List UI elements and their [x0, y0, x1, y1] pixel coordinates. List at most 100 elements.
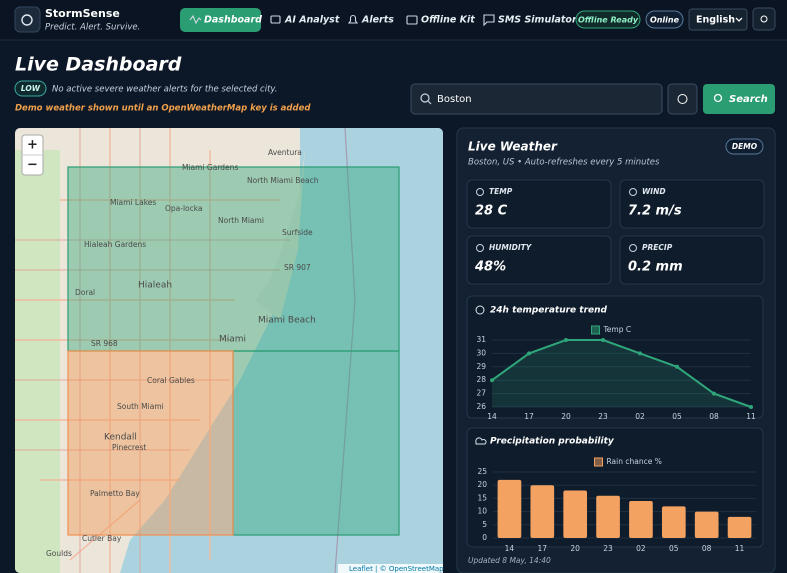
x-tick-label: 17 — [524, 412, 534, 421]
bar — [694, 511, 719, 538]
search-label[interactable]: Search — [729, 94, 768, 105]
search-input[interactable] — [410, 83, 663, 115]
x-tick-label: 14 — [487, 412, 497, 421]
point — [601, 338, 605, 342]
metric-label: HUMIDITY — [489, 243, 533, 252]
y-tick-label: 26 — [476, 402, 486, 411]
chart-card — [466, 295, 764, 419]
metric-label: WIND — [642, 187, 666, 196]
y-tick-label: 5 — [482, 520, 487, 529]
legend-label: Temp C — [603, 325, 632, 334]
area — [492, 340, 751, 407]
chart-title: Precipitation probability — [490, 437, 615, 447]
map-island — [255, 150, 305, 320]
y-tick-label: 31 — [476, 335, 486, 344]
language-select[interactable] — [688, 8, 748, 31]
search-value[interactable]: Boston — [437, 94, 472, 105]
nav-active[interactable] — [180, 8, 261, 32]
x-tick-label: 23 — [603, 544, 613, 553]
locate-icon — [677, 94, 688, 104]
map-label: Pinecrest — [112, 443, 146, 452]
zoom-out[interactable]: − — [27, 158, 38, 173]
area-low[interactable] — [232, 350, 400, 536]
map-label: North Miami — [218, 216, 264, 225]
legend-label: Rain chance % — [607, 457, 662, 466]
area-moderate[interactable] — [67, 350, 234, 536]
nav-item[interactable]: SMS Simulator — [498, 15, 578, 26]
y-tick-label: 27 — [476, 389, 486, 398]
x-tick-label: 11 — [735, 544, 745, 553]
bar — [661, 506, 686, 538]
language[interactable]: English — [696, 15, 735, 26]
chart-icon — [475, 305, 485, 315]
logo-icon — [21, 14, 33, 26]
logo — [14, 6, 41, 33]
bar — [629, 501, 653, 538]
x-tick-label: 02 — [635, 412, 645, 421]
x-tick-label: 11 — [746, 412, 756, 421]
search-icon — [427, 100, 432, 105]
map-label: Coral Gables — [147, 376, 195, 385]
search-button[interactable] — [703, 84, 775, 114]
alert-pill — [14, 80, 47, 97]
map-label: Surfside — [282, 228, 313, 237]
y-tick-label: 25 — [477, 467, 487, 476]
map-label: Opa-locka — [165, 204, 203, 213]
metric-card — [466, 179, 612, 229]
locate-button[interactable] — [667, 83, 698, 115]
sun-icon — [760, 15, 768, 23]
bar — [563, 490, 588, 538]
y-tick-label: 15 — [477, 493, 487, 502]
attribution-bg — [338, 564, 443, 573]
nav-item[interactable]: Dashboard — [204, 15, 262, 26]
y-tick-label: 10 — [477, 507, 487, 516]
theme-toggle[interactable] — [752, 7, 776, 31]
area-low[interactable] — [67, 166, 400, 352]
map-grid — [15, 128, 290, 573]
map-label: Goulds — [46, 549, 72, 558]
x-tick-label: 08 — [702, 544, 712, 553]
weather-title: Live Weather — [468, 140, 558, 154]
tagline: Predict. Alert. Survive. — [45, 23, 140, 33]
legend-swatch — [594, 457, 603, 467]
metric-icon — [476, 244, 484, 252]
x-tick-label: 14 — [505, 544, 515, 553]
page-title: Live Dashboard — [15, 54, 182, 76]
map-label: Aventura — [268, 148, 302, 157]
map-label: SR 968 — [91, 339, 118, 348]
bar — [530, 485, 555, 538]
map-label: Hialeah — [138, 281, 172, 291]
status-pill — [645, 10, 684, 29]
map-label: Doral — [75, 288, 95, 297]
point — [638, 351, 642, 356]
attribution[interactable]: Leaflet | © OpenStreetMap — [349, 565, 444, 573]
nav-icons — [189, 14, 495, 27]
metric-value: 48% — [474, 260, 506, 275]
alert-level: LOW — [21, 84, 41, 93]
chart-icon — [475, 437, 487, 445]
y-tick-label: 30 — [476, 348, 486, 357]
map[interactable]: Miami Gardens Aventura North Miami Beach Mi… — [15, 128, 444, 573]
point — [749, 405, 753, 409]
x-tick-label: 02 — [636, 544, 646, 553]
alert-text: No active severe weather alerts for the … — [52, 85, 278, 95]
point — [564, 338, 568, 342]
point — [675, 364, 679, 369]
map-label: SR 907 — [284, 263, 311, 272]
nav-item[interactable]: Offline Kit — [421, 15, 475, 26]
y-tick-label: 0 — [482, 533, 487, 542]
y-tick-label: 29 — [476, 362, 486, 371]
map-label: Palmetto Bay — [90, 489, 140, 498]
badge-text: DEMO — [732, 142, 758, 151]
nav-item[interactable]: Alerts — [361, 15, 394, 26]
updated: Updated 8 May, 14:40 — [468, 556, 551, 565]
line — [491, 339, 752, 408]
zoom-in[interactable]: + — [27, 138, 38, 153]
map-label: Miami Beach — [258, 316, 316, 326]
x-tick-label: 05 — [672, 412, 682, 421]
nav-item[interactable]: AI Analyst — [284, 15, 340, 26]
map-label: Kendall — [104, 433, 137, 443]
y-tick-label: 20 — [477, 480, 487, 489]
metric-value: 28 C — [475, 204, 508, 219]
